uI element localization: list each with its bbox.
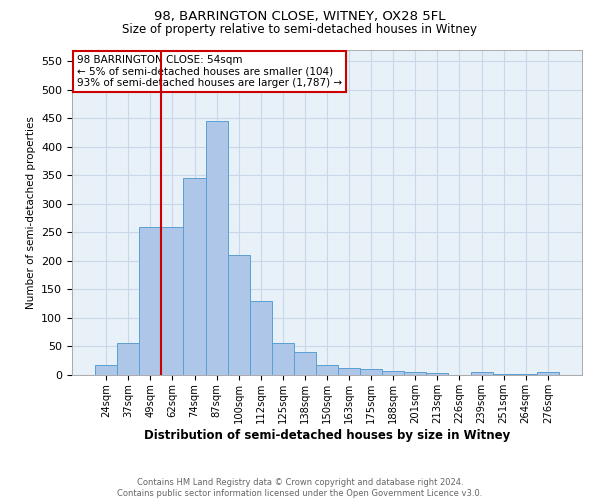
Bar bbox=[227, 256, 250, 375]
Bar bbox=[427, 374, 448, 375]
Bar bbox=[161, 227, 184, 375]
Bar bbox=[382, 371, 404, 375]
Bar bbox=[360, 370, 382, 375]
Bar bbox=[515, 374, 537, 375]
Bar bbox=[316, 364, 338, 375]
Bar bbox=[139, 227, 161, 375]
Bar bbox=[338, 368, 360, 375]
Bar bbox=[294, 352, 316, 375]
X-axis label: Distribution of semi-detached houses by size in Witney: Distribution of semi-detached houses by … bbox=[144, 428, 510, 442]
Text: 98, BARRINGTON CLOSE, WITNEY, OX28 5FL: 98, BARRINGTON CLOSE, WITNEY, OX28 5FL bbox=[154, 10, 446, 23]
Bar bbox=[117, 342, 139, 375]
Bar bbox=[95, 364, 117, 375]
Bar bbox=[404, 372, 427, 375]
Bar bbox=[206, 122, 227, 375]
Y-axis label: Number of semi-detached properties: Number of semi-detached properties bbox=[26, 116, 35, 309]
Bar bbox=[537, 372, 559, 375]
Text: 98 BARRINGTON CLOSE: 54sqm
← 5% of semi-detached houses are smaller (104)
93% of: 98 BARRINGTON CLOSE: 54sqm ← 5% of semi-… bbox=[77, 55, 342, 88]
Bar bbox=[184, 178, 206, 375]
Bar bbox=[470, 372, 493, 375]
Text: Size of property relative to semi-detached houses in Witney: Size of property relative to semi-detach… bbox=[122, 22, 478, 36]
Bar bbox=[272, 342, 294, 375]
Bar bbox=[250, 301, 272, 375]
Text: Contains HM Land Registry data © Crown copyright and database right 2024.
Contai: Contains HM Land Registry data © Crown c… bbox=[118, 478, 482, 498]
Bar bbox=[493, 374, 515, 375]
